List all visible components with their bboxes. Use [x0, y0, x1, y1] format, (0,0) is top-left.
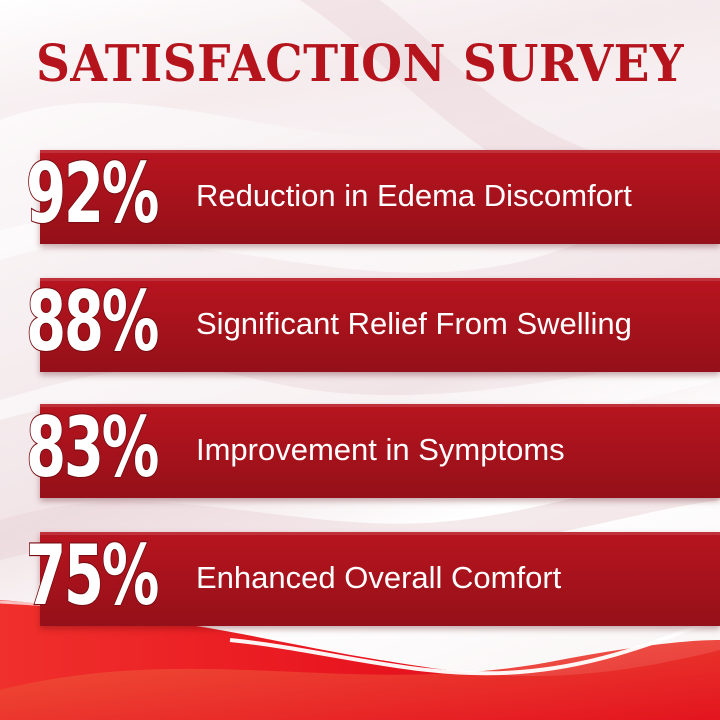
stat-row: 92% Reduction in Edema Discomfort [0, 145, 720, 248]
stat-row: 83% Improvement in Symptoms [0, 399, 720, 502]
stat-label: Improvement in Symptoms [196, 432, 565, 467]
stat-label: Enhanced Overall Comfort [196, 560, 562, 595]
stat-percent: 92% [25, 145, 160, 244]
stat-percent: 88% [25, 273, 160, 372]
stat-row: 75% Enhanced Overall Comfort [0, 527, 720, 630]
stat-band [40, 278, 720, 372]
stat-row: 88% Significant Relief From Swelling [0, 273, 720, 376]
stat-label: Significant Relief From Swelling [196, 306, 632, 341]
stat-band [40, 404, 720, 498]
stat-band [40, 150, 720, 244]
stat-percent: 75% [25, 527, 160, 626]
stat-percent: 83% [25, 399, 160, 498]
survey-title: SATISFACTION SURVEY [35, 34, 685, 95]
stat-band [40, 532, 720, 626]
stat-label: Reduction in Edema Discomfort [196, 178, 632, 213]
